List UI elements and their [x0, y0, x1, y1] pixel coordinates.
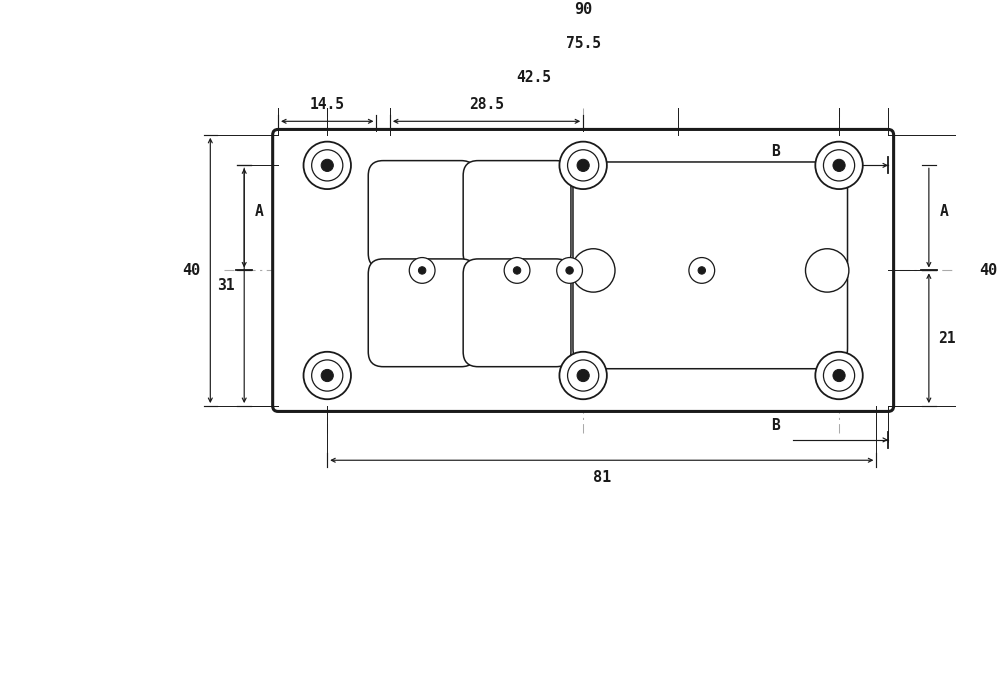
- FancyBboxPatch shape: [273, 129, 894, 411]
- Circle shape: [504, 257, 530, 283]
- Circle shape: [572, 249, 615, 292]
- FancyBboxPatch shape: [463, 259, 571, 367]
- Text: B: B: [771, 144, 780, 158]
- Circle shape: [568, 360, 599, 391]
- Circle shape: [815, 352, 863, 399]
- Circle shape: [833, 159, 845, 171]
- Text: 42.5: 42.5: [517, 69, 552, 85]
- Circle shape: [577, 369, 589, 382]
- Circle shape: [304, 352, 351, 399]
- Circle shape: [409, 257, 435, 283]
- Text: B: B: [771, 418, 780, 433]
- Circle shape: [312, 150, 343, 181]
- Text: 90: 90: [574, 2, 592, 17]
- Text: 75.5: 75.5: [566, 36, 601, 51]
- Circle shape: [568, 150, 599, 181]
- Circle shape: [698, 267, 706, 274]
- FancyBboxPatch shape: [368, 259, 476, 367]
- Circle shape: [559, 142, 607, 189]
- Circle shape: [689, 257, 715, 283]
- Circle shape: [577, 159, 589, 171]
- Text: 81: 81: [593, 470, 611, 485]
- Text: 40: 40: [183, 263, 201, 278]
- Circle shape: [304, 142, 351, 189]
- FancyBboxPatch shape: [463, 160, 571, 268]
- Circle shape: [823, 150, 855, 181]
- Circle shape: [815, 142, 863, 189]
- Text: 21: 21: [938, 331, 956, 346]
- Text: 14.5: 14.5: [310, 97, 345, 112]
- FancyBboxPatch shape: [573, 162, 848, 369]
- Text: A: A: [255, 204, 264, 219]
- Circle shape: [823, 360, 855, 391]
- Circle shape: [312, 360, 343, 391]
- Text: 31: 31: [217, 278, 235, 293]
- Circle shape: [805, 249, 849, 292]
- Circle shape: [559, 352, 607, 399]
- Circle shape: [321, 369, 333, 382]
- Circle shape: [566, 267, 573, 274]
- Text: 28.5: 28.5: [469, 97, 504, 112]
- Circle shape: [418, 267, 426, 274]
- Circle shape: [833, 369, 845, 382]
- Text: A: A: [940, 204, 948, 219]
- Text: 40: 40: [979, 263, 997, 278]
- FancyBboxPatch shape: [368, 160, 476, 268]
- Circle shape: [513, 267, 521, 274]
- Circle shape: [321, 159, 333, 171]
- Circle shape: [557, 257, 582, 283]
